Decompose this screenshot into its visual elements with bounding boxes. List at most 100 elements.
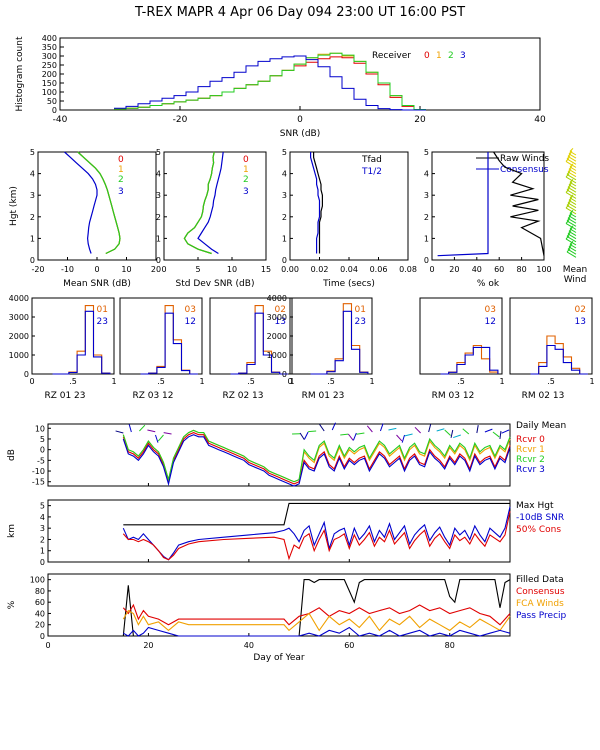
corr-xtick-label: 1 [289, 377, 294, 386]
wind-barb [340, 433, 349, 436]
corr-frame [419, 297, 503, 375]
ts-ytick-label: 1 [40, 547, 45, 556]
km-frame [47, 499, 511, 563]
profile-ytick-label: 5 [156, 148, 161, 157]
wind-barb-feather [565, 235, 570, 240]
day-xtick-label: 0 [45, 641, 50, 650]
pct-ok-legend-raw: Raw Winds [500, 154, 549, 164]
corr-legend-a: 01 [355, 305, 366, 315]
profile-ytick-label: 5 [282, 148, 287, 157]
profile-xtick-label: 0.00 [281, 265, 299, 274]
pct-ok-series [437, 151, 545, 257]
pct-legend-filled: Filled Data [516, 575, 564, 585]
pct-ok-ticks: 0 20 40 60 80 100 0 1 2 3 4 5 [424, 148, 552, 274]
km-legend-cons: 50% Cons [516, 525, 561, 535]
profile-xtick-label: 20 [449, 265, 459, 274]
wind-barb-feather [568, 243, 573, 248]
corr-xtick-label: .5 [247, 377, 255, 386]
corr-series-23 [52, 310, 111, 375]
km-legend-snr: -10dB SNR [516, 513, 564, 523]
ts-ytick-label: -5 [37, 456, 45, 465]
wind-barb [565, 160, 577, 168]
corr-xtick-label: 0 [287, 377, 292, 386]
profile-xtick-label: 5 [195, 265, 200, 274]
histogram-series-3 [114, 55, 426, 111]
profiles-ylabel: Hgt (km) [9, 186, 19, 226]
wind-barb-feather [566, 155, 571, 160]
corr-legend-b: 23 [355, 317, 366, 327]
wind-barb [366, 425, 373, 433]
corr-ytick-label: 4000 [9, 294, 29, 303]
profile-ytick-label: 1 [282, 234, 287, 243]
time-series [310, 152, 323, 254]
figure-title: T-REX MAPR 4 Apr 06 Day 094 23:00 UT 16:… [134, 5, 465, 20]
wind-barb-feather [569, 148, 574, 152]
pct-series-2 [122, 609, 511, 632]
ts-ytick-label: 5 [40, 502, 45, 511]
profile-ytick-label: 4 [282, 170, 287, 179]
corr-legend-a: 02 [275, 305, 286, 315]
corr-panel-4: .5 1 03 12 RM 03 12 [419, 297, 505, 401]
corr-legend-a: 03 [185, 305, 196, 315]
profile-ytick-label: 2 [424, 213, 429, 222]
wind-barb-feather [568, 197, 573, 201]
histogram-ytick-label: 350 [42, 43, 57, 52]
histogram-ytick-label: 200 [42, 70, 57, 79]
ts-ytick-label: 20 [35, 621, 45, 630]
corr-xlabel: RZ 03 12 [132, 391, 173, 401]
mean-snr-legend-1: 1 [118, 165, 124, 175]
profile-xtick-label: 10 [227, 265, 237, 274]
wind-barb-feather [567, 184, 572, 188]
wind-barb [484, 428, 493, 433]
corr-legend-b: 13 [275, 317, 286, 327]
db-legend-r3: Rcvr 3 [516, 465, 545, 475]
corr-xlabel: RM 01 23 [302, 391, 345, 401]
pct-series-3 [123, 626, 511, 637]
profile-xtick-label: 0.04 [340, 265, 358, 274]
corr-legend-a: 01 [97, 305, 108, 315]
ts-ytick-label: -10 [32, 467, 45, 476]
corr-series-13 [230, 312, 288, 375]
profile-xtick-label: 0.08 [399, 265, 417, 274]
corr-ytick-label: 3000 [267, 313, 287, 322]
corr-xtick-label: 0 [29, 377, 34, 386]
corr-xtick-label: .5 [457, 377, 465, 386]
profile-xtick-label: 20 [151, 265, 161, 274]
profile-series-RawWinds [493, 151, 545, 256]
wind-barb [319, 424, 325, 432]
profile-xtick-label: -20 [31, 265, 44, 274]
corr-series-13 [530, 344, 588, 375]
wind-barb [128, 424, 132, 433]
wind-barb-feather [569, 241, 574, 245]
corr-frame [509, 297, 593, 375]
corr-ytick-label: 0 [24, 370, 29, 379]
km-ticks: 0 1 2 3 4 5 [40, 502, 451, 567]
profile-ytick-label: 5 [424, 148, 429, 157]
histogram-ytick-label: 50 [47, 97, 57, 106]
mean-snr-xlabel: Mean SNR (dB) [63, 279, 131, 289]
pct-ok-xlabel: % ok [477, 279, 500, 289]
wind-barb [565, 191, 577, 199]
profile-ytick-label: 0 [282, 256, 287, 265]
profile-ytick-label: 2 [30, 213, 35, 222]
corr-ytick-label: 1000 [9, 351, 29, 360]
ts-ytick-label: 100 [30, 576, 45, 585]
wind-barb [566, 251, 577, 258]
mean-snr-legend-3: 3 [118, 187, 124, 197]
profile-ytick-label: 1 [30, 234, 35, 243]
wind-barb [566, 173, 577, 181]
profile-series-Consensus [437, 152, 489, 257]
wind-barb-feather [566, 233, 571, 237]
day-xtick-label: 80 [445, 641, 455, 650]
profile-ytick-label: 0 [30, 256, 35, 265]
wind-barb-feather [567, 230, 572, 235]
wind-barb [304, 431, 309, 440]
wind-barb [566, 204, 577, 212]
wind-barb [450, 429, 454, 438]
histogram-legend-r2: 2 [448, 51, 454, 61]
histogram-xtick-label: -40 [53, 115, 68, 125]
profile-xtick-label: 40 [472, 265, 482, 274]
